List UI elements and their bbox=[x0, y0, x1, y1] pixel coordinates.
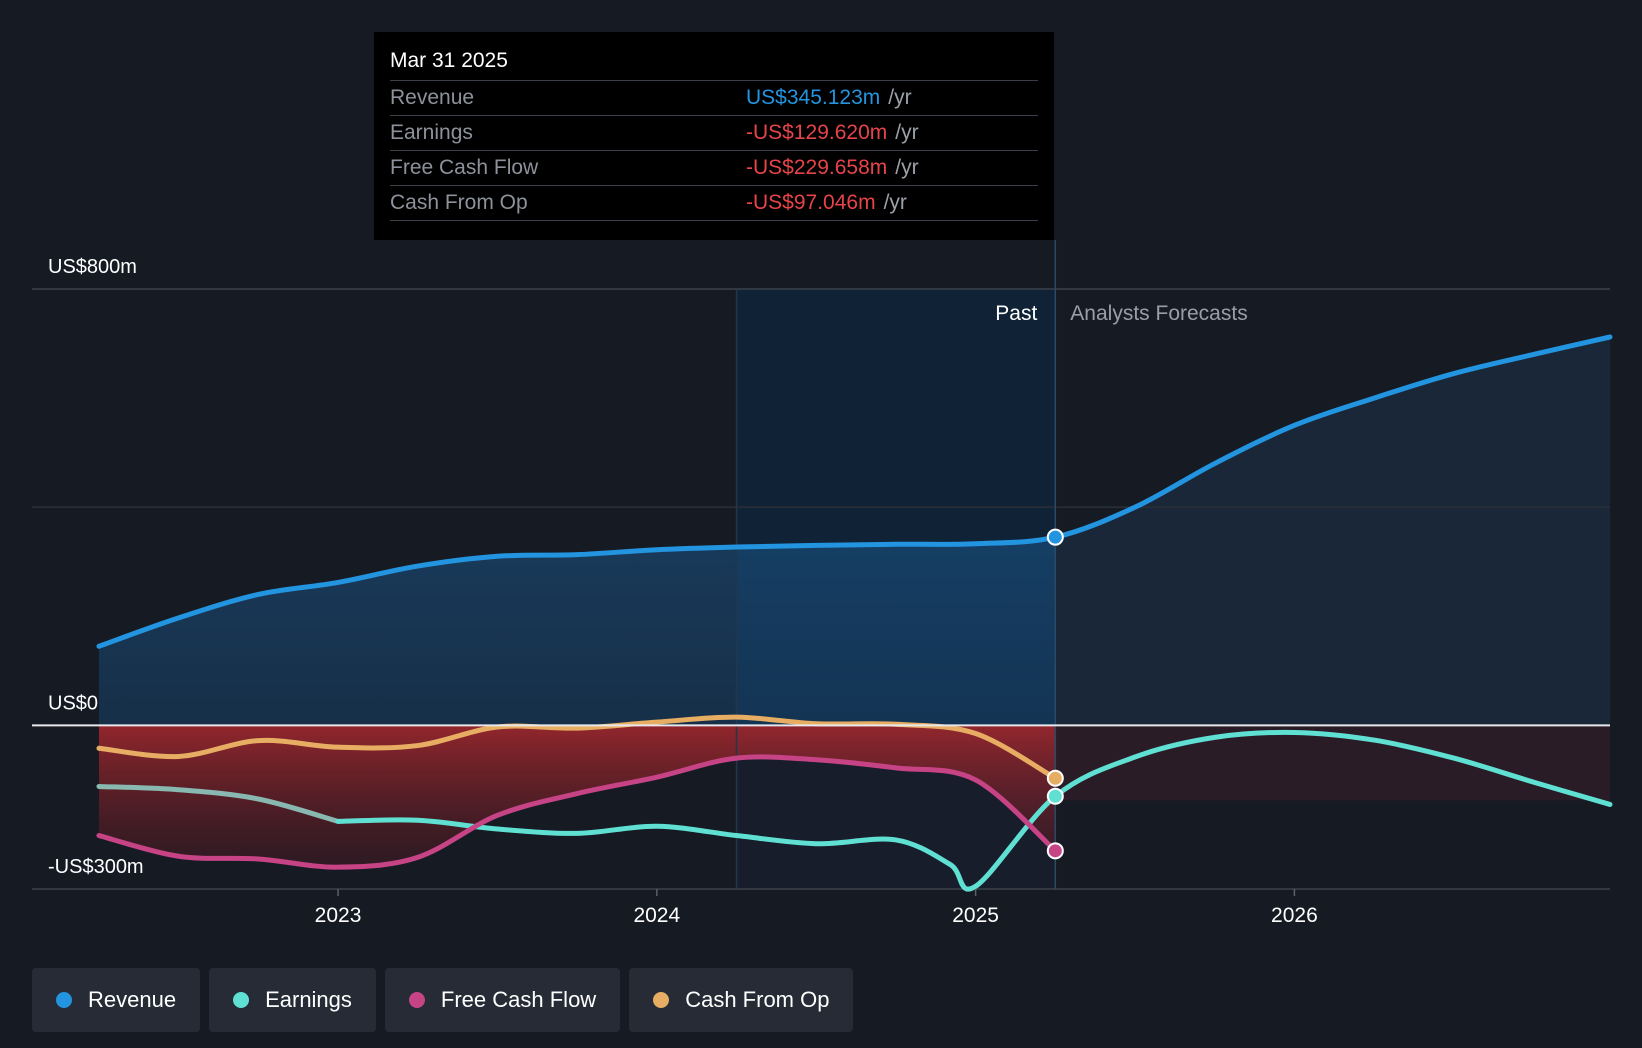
tooltip-row-free-cash-flow: Free Cash Flow -US$229.658m /yr bbox=[390, 150, 1038, 185]
legend-label: Earnings bbox=[265, 987, 352, 1012]
legend-item-earnings[interactable]: Earnings bbox=[209, 968, 376, 1032]
legend-label: Revenue bbox=[88, 987, 177, 1012]
legend-label: Cash From Op bbox=[685, 987, 830, 1012]
cash-from-op-marker bbox=[1046, 769, 1064, 787]
y-tick-label: US$800m bbox=[48, 256, 137, 278]
legend-item-revenue[interactable]: Revenue bbox=[32, 968, 201, 1032]
x-tick-label: 2026 bbox=[1271, 904, 1318, 927]
tooltip-value: US$345.123m bbox=[746, 86, 881, 109]
forecast-label: Analysts Forecasts bbox=[1070, 302, 1247, 325]
x-tick-label: 2024 bbox=[633, 904, 680, 927]
tooltip-row-revenue: Revenue US$345.123m /yr bbox=[390, 80, 1038, 115]
tooltip-row-earnings: Earnings -US$129.620m /yr bbox=[390, 115, 1038, 150]
x-tick-label: 2023 bbox=[315, 904, 362, 927]
free-cash-flow-marker bbox=[1046, 842, 1064, 860]
negative-area-forecast bbox=[1055, 725, 1610, 801]
tooltip-label: Revenue bbox=[390, 86, 475, 109]
earnings-marker bbox=[1046, 787, 1064, 805]
tooltip: Mar 31 2025 Revenue US$345.123m /yr Earn… bbox=[374, 32, 1054, 240]
cash-from-op-dot-icon bbox=[653, 992, 670, 1008]
revenue-area-forecast bbox=[1055, 337, 1610, 726]
y-tick-label: -US$300m bbox=[48, 856, 144, 878]
revenue-dot-icon bbox=[56, 992, 72, 1008]
tooltip-value: -US$129.620m bbox=[746, 121, 888, 144]
negative-area-past bbox=[98, 725, 1056, 868]
tooltip-unit: /yr bbox=[888, 86, 912, 109]
tooltip-value: -US$229.658m bbox=[746, 156, 888, 179]
legend-item-free-cash-flow[interactable]: Free Cash Flow bbox=[384, 968, 621, 1032]
revenue-line bbox=[96, 334, 1613, 649]
tooltip-label: Earnings bbox=[390, 121, 473, 144]
free-cash-flow-line bbox=[96, 754, 1058, 870]
legend-label: Free Cash Flow bbox=[440, 987, 597, 1012]
past-label: Past bbox=[995, 302, 1037, 325]
tooltip-unit: /yr bbox=[883, 191, 907, 214]
legend-item-cash-from-op[interactable]: Cash From Op bbox=[629, 968, 854, 1032]
free-cash-flow-dot-icon bbox=[408, 992, 425, 1008]
tooltip-unit: /yr bbox=[895, 121, 919, 144]
earnings-line-early bbox=[96, 783, 341, 824]
x-tick-label: 2025 bbox=[952, 904, 999, 927]
tooltip-row-cash-from-op: Cash From Op -US$97.046m /yr bbox=[390, 185, 1038, 221]
y-tick-label: US$0 bbox=[48, 692, 98, 714]
earnings-line bbox=[335, 729, 1613, 892]
tooltip-label: Cash From Op bbox=[390, 191, 528, 214]
tooltip-unit: /yr bbox=[895, 156, 919, 179]
tooltip-date: Mar 31 2025 bbox=[390, 49, 508, 72]
earnings-dot-icon bbox=[233, 992, 250, 1008]
tooltip-value: -US$97.046m bbox=[746, 191, 876, 214]
revenue-marker bbox=[1046, 528, 1064, 546]
tooltip-label: Free Cash Flow bbox=[390, 156, 539, 179]
legend: Revenue Earnings Free Cash Flow Cash Fro… bbox=[32, 968, 854, 1032]
